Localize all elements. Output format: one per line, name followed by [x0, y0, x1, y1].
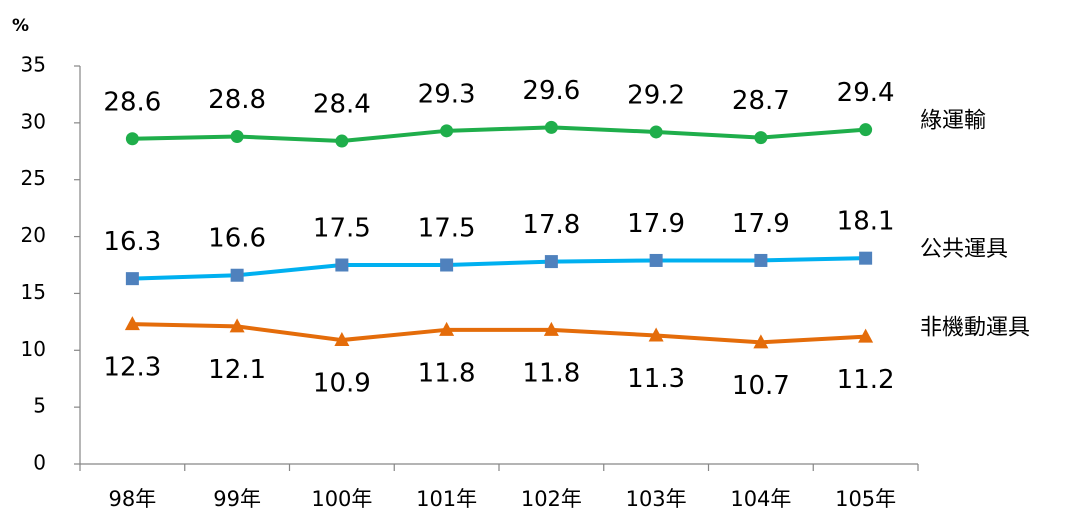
line: [132, 322, 866, 345]
data-label: 11.3: [627, 364, 685, 394]
marker: [124, 316, 140, 331]
data-label: 11.8: [522, 358, 580, 388]
data-label: 17.5: [418, 214, 476, 244]
marker: [754, 253, 768, 267]
series-label: 公共運具: [920, 237, 1008, 262]
data-label: 17.8: [522, 210, 580, 240]
marker: [439, 321, 455, 336]
x-tick-label: 99年: [213, 487, 261, 511]
marker: [544, 255, 558, 269]
y-tick-label: 35: [21, 53, 46, 77]
x-tick-label: 100年: [311, 487, 372, 511]
data-label: 11.2: [837, 365, 895, 395]
data-label: 10.9: [313, 369, 371, 399]
data-label: 29.4: [837, 78, 895, 108]
marker: [440, 258, 454, 272]
data-label: 12.1: [208, 355, 266, 385]
marker: [859, 123, 873, 137]
data-label: 29.2: [627, 80, 685, 110]
data-label: 17.5: [313, 214, 371, 244]
y-tick-label: 25: [21, 166, 46, 190]
y-tick-label: 15: [21, 280, 46, 304]
marker: [753, 334, 769, 349]
series-label: 綠運輸: [920, 109, 986, 134]
data-label: 28.6: [103, 87, 161, 117]
marker: [544, 120, 558, 134]
y-tick-label: 30: [21, 109, 46, 133]
x-tick-label: 103年: [626, 487, 687, 511]
data-label: 10.7: [732, 371, 790, 401]
marker: [335, 258, 349, 272]
data-label: 12.3: [103, 353, 161, 383]
x-tick-label: 104年: [730, 487, 791, 511]
data-label: 29.6: [522, 76, 580, 106]
x-tick-label: 98年: [109, 487, 157, 511]
y-tick-label: 5: [33, 394, 46, 418]
data-label: 18.1: [837, 207, 895, 237]
marker: [335, 134, 349, 148]
data-label: 29.3: [418, 79, 476, 109]
y-tick-label: 20: [21, 223, 46, 247]
data-label: 28.7: [732, 86, 790, 116]
marker: [858, 328, 874, 343]
data-label: 16.3: [103, 227, 161, 257]
series-label: 非機動運具: [920, 316, 1030, 341]
marker: [648, 327, 664, 342]
data-label: 28.4: [313, 90, 371, 120]
marker: [649, 253, 663, 267]
line: [132, 256, 866, 281]
marker: [125, 272, 139, 286]
marker: [230, 268, 244, 282]
marker: [859, 251, 873, 265]
x-tick-label: 101年: [416, 487, 477, 511]
data-label: 17.9: [732, 209, 790, 239]
y-unit-label: %: [12, 16, 29, 36]
y-tick-label: 10: [21, 337, 46, 361]
marker: [229, 318, 245, 333]
marker: [125, 132, 139, 146]
data-label: 17.9: [627, 209, 685, 239]
data-label: 28.8: [208, 85, 266, 115]
marker: [543, 321, 559, 336]
marker: [230, 130, 244, 144]
marker: [649, 125, 663, 139]
x-tick-label: 102年: [521, 487, 582, 511]
y-tick-label: 0: [33, 451, 46, 475]
x-tick-label: 105年: [835, 487, 896, 511]
line: [132, 125, 866, 144]
data-label: 11.8: [418, 358, 476, 388]
data-label: 16.6: [208, 224, 266, 254]
marker: [754, 131, 768, 145]
marker: [334, 332, 350, 347]
marker: [440, 124, 454, 138]
